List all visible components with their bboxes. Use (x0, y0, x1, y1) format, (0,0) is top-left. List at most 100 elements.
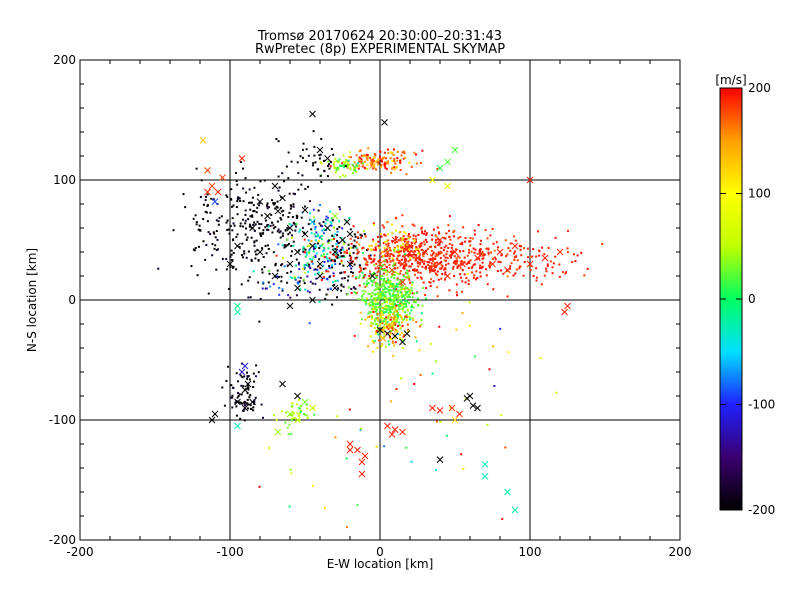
data-dot (440, 277, 443, 280)
data-dot (385, 157, 388, 160)
data-dot (443, 236, 446, 239)
data-dot (247, 250, 250, 253)
data-dot (395, 288, 398, 291)
data-dot (341, 227, 344, 230)
data-dot (404, 232, 407, 235)
data-dot (197, 245, 200, 248)
data-dot (386, 277, 389, 280)
data-cross (286, 410, 294, 418)
data-dot (228, 228, 231, 231)
data-dot (395, 304, 398, 307)
data-dot (239, 225, 242, 228)
data-dot (309, 257, 312, 260)
data-dot (432, 280, 435, 283)
data-dot (197, 228, 200, 231)
data-dot (415, 270, 418, 273)
data-cross (556, 248, 564, 256)
data-cross (391, 426, 399, 433)
data-dot (389, 280, 392, 283)
data-dot (298, 280, 301, 283)
data-dot (340, 248, 343, 251)
data-dot (391, 321, 394, 324)
data-dot (229, 266, 232, 269)
data-dot (365, 280, 368, 283)
data-dot (413, 382, 416, 385)
data-dot (324, 297, 327, 300)
data-dot (539, 357, 542, 360)
data-dot (444, 237, 447, 240)
data-dot (421, 232, 424, 235)
data-dot (371, 159, 374, 162)
data-cross (241, 404, 249, 412)
data-cross (234, 302, 241, 310)
data-dot (387, 271, 390, 274)
data-dot (248, 225, 251, 228)
data-dot (371, 302, 374, 305)
data-dot (290, 432, 293, 435)
data-dot (358, 266, 361, 269)
x-tick-label: -200 (66, 545, 93, 559)
data-dot (275, 418, 278, 421)
data-dot (359, 428, 362, 431)
data-dot (485, 274, 488, 277)
data-dot (373, 254, 376, 257)
data-dot (440, 260, 443, 263)
data-dot (312, 256, 315, 259)
data-dot (306, 185, 309, 188)
data-dot (242, 385, 245, 388)
data-dot (434, 246, 437, 249)
data-dot (233, 224, 236, 227)
data-dot (330, 259, 333, 262)
data-dot (367, 282, 370, 285)
data-dot (368, 270, 371, 273)
data-cross (376, 260, 384, 268)
data-cross (381, 119, 388, 126)
data-dot (406, 315, 409, 318)
data-dot (381, 269, 384, 272)
data-dot (485, 247, 488, 250)
data-dot (424, 267, 427, 270)
data-dot (388, 343, 391, 346)
data-dot (495, 241, 498, 244)
data-dot (402, 335, 405, 338)
data-dot (398, 231, 401, 234)
data-dot (308, 265, 311, 268)
data-dot (421, 304, 424, 307)
data-dot (354, 235, 357, 238)
data-dot (411, 296, 414, 299)
data-dot (383, 263, 386, 266)
data-dot (479, 252, 482, 255)
data-dot (369, 335, 372, 338)
data-dot (405, 245, 408, 248)
data-dot (514, 272, 517, 275)
data-dot (393, 148, 396, 151)
data-dot (249, 404, 252, 407)
data-dot (391, 292, 394, 295)
data-cross (388, 431, 396, 438)
data-dot (438, 232, 441, 235)
data-dot (492, 242, 495, 245)
data-dot (345, 252, 348, 255)
data-dot (326, 164, 329, 167)
data-dot (395, 313, 398, 316)
data-dot (262, 229, 265, 232)
data-dot (414, 257, 417, 260)
data-dot (280, 210, 283, 213)
data-dot (379, 323, 382, 326)
data-dot (413, 292, 416, 295)
data-dot (327, 270, 330, 273)
data-dot (389, 249, 392, 252)
data-dot (445, 244, 448, 247)
data-dot (390, 289, 393, 292)
data-dot (386, 221, 389, 224)
data-cross (339, 236, 346, 244)
data-dot (316, 268, 319, 271)
data-dot (377, 161, 380, 164)
data-dot (461, 312, 464, 315)
data-dot (486, 283, 489, 286)
data-dot (374, 288, 377, 291)
data-dot (357, 167, 360, 170)
data-dot (417, 271, 420, 274)
data-cross (256, 198, 264, 205)
data-dot (308, 200, 311, 203)
